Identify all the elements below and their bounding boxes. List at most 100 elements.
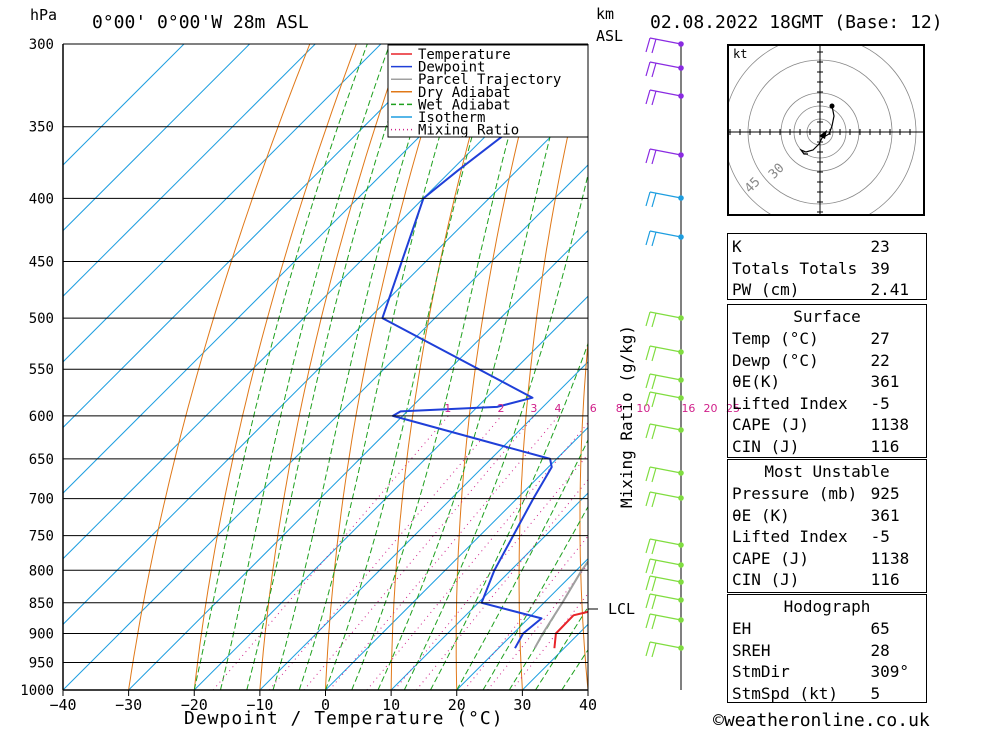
most-unstable-label: Lifted Index xyxy=(732,527,848,547)
pressure-tick-label: 550 xyxy=(29,362,54,378)
wind-barb-icon xyxy=(651,392,657,408)
dry-adiabat-line xyxy=(259,44,404,690)
wind-barb-icon xyxy=(645,345,651,361)
legend-entry-label: Mixing Ratio xyxy=(418,123,519,139)
most-unstable-row: Lifted Index -5 xyxy=(728,526,926,548)
wind-barb-icon xyxy=(649,641,682,649)
location-label: 0°00' 0°00'W 28m ASL xyxy=(92,12,309,33)
mixing-ratio-label: 25 xyxy=(726,402,740,415)
surface-title: Surface xyxy=(793,307,861,326)
most-unstable-value: 116 xyxy=(870,570,900,590)
surface-row: Lifted Index -5 xyxy=(728,393,926,415)
legend-entry-label: Parcel Trajectory xyxy=(418,72,561,88)
wind-barb-icon xyxy=(651,467,657,483)
isotherm-line xyxy=(259,361,588,690)
most-unstable-row: θE (K) 361 xyxy=(728,505,926,527)
wind-barb-icon xyxy=(651,149,657,165)
hodograph-row: StmDir 309° xyxy=(728,661,926,683)
isotherm-line xyxy=(63,164,588,690)
mixing-ratio-line xyxy=(366,422,588,690)
most-unstable-value: 925 xyxy=(870,484,900,504)
index-value: 39 xyxy=(870,258,890,278)
indices-row: K 23 xyxy=(728,236,926,258)
indices-table: K 23 Totals Totals 39 PW (cm) 2.41 xyxy=(728,236,926,301)
mixing-ratio-axis-title: Mixing Ratio (g/kg) xyxy=(617,324,636,508)
wind-barb-icon xyxy=(645,311,651,327)
wind-barb-icon xyxy=(649,61,682,69)
x-tick-label: −20 xyxy=(181,696,208,714)
pressure-tick-label: 500 xyxy=(29,311,54,327)
pressure-tick-label: 650 xyxy=(29,452,54,468)
pressure-tick-label: 400 xyxy=(29,191,54,207)
wind-barb-icon xyxy=(645,593,651,609)
wind-barb-icon xyxy=(645,191,651,207)
surface-label: CAPE (J) xyxy=(732,415,810,435)
hodograph-row: SREH 28 xyxy=(728,640,926,662)
wind-barb-icon xyxy=(649,423,682,431)
wind-barb-icon xyxy=(651,192,657,208)
wind-barb-icon xyxy=(649,230,682,238)
mixing-ratio-label: 3 xyxy=(530,402,537,415)
hodograph-value: 28 xyxy=(870,640,890,660)
wind-barb-icon xyxy=(649,593,682,601)
isotherm-line xyxy=(63,98,588,626)
hodograph-row: EH 65 xyxy=(728,618,926,640)
index-value: 23 xyxy=(870,237,890,257)
most-unstable-box: Most Unstable Pressure (mb) 925 θE (K) 361… xyxy=(727,459,927,593)
datetime-label: 02.08.2022 18GMT (Base: 12) xyxy=(650,12,943,33)
wet-adiabat-line xyxy=(430,342,588,690)
pressure-tick-label: 700 xyxy=(29,492,54,508)
index-label: PW (cm) xyxy=(732,280,800,300)
indices-box: K 23 Totals Totals 39 PW (cm) 2.41 xyxy=(727,233,927,300)
surface-label: Dewp (°C) xyxy=(732,350,819,370)
legend-entry-label: Wet Adiabat xyxy=(418,97,511,113)
wind-barb-icon xyxy=(645,373,651,389)
wind-barb-icon xyxy=(651,614,657,630)
most-unstable-row: CIN (J) 116 xyxy=(728,569,926,591)
wind-barb-icon xyxy=(645,491,651,507)
wind-barb-icon xyxy=(649,613,682,621)
copyright-link[interactable]: ©weatheronline.co.uk xyxy=(713,710,930,731)
wind-barb-icon xyxy=(649,391,682,399)
dry-adiabat-line xyxy=(696,44,728,690)
surface-value: 27 xyxy=(870,329,890,349)
surface-value: 361 xyxy=(870,372,900,392)
pressure-tick-label: 900 xyxy=(29,626,54,642)
hodograph-table-box: Hodograph EH 65 SREH 28 StmDir 309° StmSpd … xyxy=(727,594,927,703)
hodograph-label: StmDir xyxy=(732,662,790,682)
most-unstable-value: 361 xyxy=(870,505,900,525)
wind-barb-icon xyxy=(651,576,657,592)
isotherm-line xyxy=(63,44,316,297)
wind-barb-icon xyxy=(651,642,657,658)
hodograph-row: StmSpd (kt) 5 xyxy=(728,683,926,705)
wet-adiabat-line xyxy=(482,505,588,690)
pressure-tick-label: 1000 xyxy=(20,683,54,699)
wind-barb-icon xyxy=(649,37,682,45)
dry-adiabat-line xyxy=(639,44,682,690)
most-unstable-value: -5 xyxy=(870,527,890,547)
wind-barb-icon xyxy=(649,558,682,566)
most-unstable-title: Most Unstable xyxy=(764,462,890,481)
pressure-unit-label: hPa xyxy=(30,6,58,24)
most-unstable-row: Pressure (mb) 925 xyxy=(728,483,926,505)
pressure-tick-label: 450 xyxy=(29,255,54,271)
wind-barb-icon xyxy=(651,38,657,54)
wind-barb-icon xyxy=(651,539,657,555)
mixing-ratio-line xyxy=(329,415,559,690)
mixing-ratio-line xyxy=(212,415,449,690)
asl-label: ASL xyxy=(596,27,624,45)
surface-value: 116 xyxy=(870,436,900,456)
hodograph-plot xyxy=(723,35,923,229)
wind-barb-icon xyxy=(649,89,682,97)
wind-barb-icon xyxy=(645,613,651,629)
isotherm-line xyxy=(63,44,447,429)
surface-label: CIN (J) xyxy=(732,436,800,456)
wind-barb-icon xyxy=(645,423,651,439)
surface-row: Temp (°C) 27 xyxy=(728,328,926,350)
x-tick-label: −30 xyxy=(115,696,142,714)
wind-barb-icon xyxy=(645,148,651,164)
wind-barb-icon xyxy=(649,491,682,499)
most-unstable-row: CAPE (J) 1138 xyxy=(728,548,926,570)
wind-barb-icon xyxy=(651,231,657,247)
